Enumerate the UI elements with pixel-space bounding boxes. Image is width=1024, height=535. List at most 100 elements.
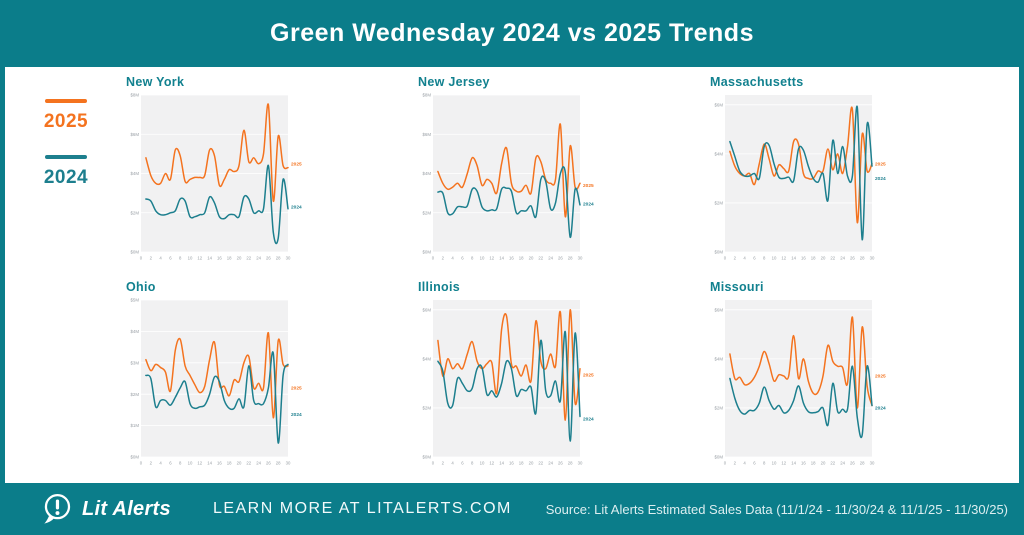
svg-text:$2M: $2M — [130, 392, 139, 397]
svg-text:$3M: $3M — [130, 360, 139, 365]
svg-text:30: 30 — [870, 461, 875, 466]
svg-text:12: 12 — [781, 461, 786, 466]
page-title: Green Wednesday 2024 vs 2025 Trends — [270, 19, 754, 47]
svg-text:8: 8 — [471, 256, 474, 261]
footer-brand: Lit Alerts — [40, 492, 171, 526]
svg-text:12: 12 — [197, 461, 202, 466]
svg-text:20: 20 — [237, 461, 242, 466]
svg-text:20: 20 — [237, 256, 242, 261]
svg-text:26: 26 — [850, 461, 855, 466]
svg-text:6: 6 — [461, 256, 464, 261]
svg-text:18: 18 — [227, 461, 232, 466]
svg-text:18: 18 — [811, 461, 816, 466]
svg-text:4: 4 — [451, 461, 454, 466]
svg-text:$4M: $4M — [422, 171, 431, 176]
chart-illinois: Illinois $0M $2M $4M $6M 0 2 4 6 8 10 12 14 16 18 20 22… — [418, 280, 606, 469]
svg-text:30: 30 — [578, 256, 583, 261]
chart-missouri: Missouri $0M $2M $4M $6M 0 2 4 6 8 10 12 14 16 18 20 22… — [710, 280, 898, 469]
svg-text:$0M: $0M — [130, 455, 139, 460]
header-bar: Green Wednesday 2024 vs 2025 Trends — [0, 0, 1024, 67]
chart-new-york: New York $0M $2M $4M $6M $8M 0 2 4 6 8 10 12 14 16 18 2… — [126, 75, 314, 264]
svg-text:22: 22 — [830, 461, 835, 466]
svg-text:16: 16 — [509, 461, 514, 466]
svg-text:8: 8 — [471, 461, 474, 466]
svg-text:$6M: $6M — [714, 307, 723, 312]
chart-title: New York — [126, 75, 185, 89]
svg-text:20: 20 — [821, 461, 826, 466]
svg-text:$0M: $0M — [422, 455, 431, 460]
legend-swatch-2024 — [45, 155, 87, 159]
charts-grid: New York $0M $2M $4M $6M $8M 0 2 4 6 8 10 12 14 16 18 2… — [126, 75, 898, 469]
line-chart-illinois: $0M$2M$4M$6M0 2 4 6 8 10 12 14 16 18 20 22 24 26 28 302… — [422, 300, 594, 466]
svg-text:$0M: $0M — [422, 250, 431, 255]
content-panel: 2025 2024 New York $0M $2M $4M $6M $8M 0 2 4 6 8 1… — [5, 67, 1019, 483]
svg-text:6: 6 — [169, 256, 172, 261]
svg-text:4: 4 — [743, 256, 746, 261]
svg-text:$8M: $8M — [130, 93, 139, 98]
svg-text:26: 26 — [558, 256, 563, 261]
svg-text:22: 22 — [538, 256, 543, 261]
chart-title: Missouri — [710, 280, 764, 294]
svg-text:2024: 2024 — [875, 176, 886, 182]
svg-text:14: 14 — [791, 256, 796, 261]
legend-item-2024: 2024 — [35, 155, 97, 189]
svg-text:2025: 2025 — [583, 372, 594, 378]
svg-text:10: 10 — [772, 256, 777, 261]
line-chart-missouri: $0M$2M$4M$6M0 2 4 6 8 10 12 14 16 18 20 22 24 26 28 302… — [714, 300, 886, 466]
svg-text:20: 20 — [529, 461, 534, 466]
svg-text:12: 12 — [197, 256, 202, 261]
svg-text:8: 8 — [179, 461, 182, 466]
svg-text:$4M: $4M — [130, 171, 139, 176]
svg-text:28: 28 — [276, 461, 281, 466]
svg-text:14: 14 — [207, 256, 212, 261]
svg-text:2024: 2024 — [583, 202, 594, 208]
svg-text:0: 0 — [724, 256, 727, 261]
chart-title: New Jersey — [418, 75, 490, 89]
svg-text:24: 24 — [256, 256, 261, 261]
svg-text:30: 30 — [578, 461, 583, 466]
svg-text:$2M: $2M — [422, 210, 431, 215]
svg-text:4: 4 — [451, 256, 454, 261]
svg-text:$6M: $6M — [130, 132, 139, 137]
svg-text:2: 2 — [150, 256, 153, 261]
svg-text:14: 14 — [207, 461, 212, 466]
svg-text:2: 2 — [150, 461, 153, 466]
svg-text:16: 16 — [217, 256, 222, 261]
svg-text:26: 26 — [266, 461, 271, 466]
svg-text:18: 18 — [519, 461, 524, 466]
svg-text:18: 18 — [519, 256, 524, 261]
svg-text:10: 10 — [188, 256, 193, 261]
svg-text:24: 24 — [840, 256, 845, 261]
line-chart-ohio: $0M$1M$2M$3M$4M$5M0 2 4 6 8 10 12 14 16 18 20 22 24 2… — [130, 298, 302, 466]
svg-text:$4M: $4M — [714, 151, 723, 156]
svg-text:30: 30 — [286, 256, 291, 261]
line-chart-massachusetts: $0M$2M$4M$6M0 2 4 6 8 10 12 14 16 18 20 22 24 26 28 302… — [714, 95, 886, 261]
brand-name: Lit Alerts — [82, 497, 171, 520]
lit-alerts-logo-icon — [44, 493, 71, 524]
svg-text:20: 20 — [529, 256, 534, 261]
svg-text:22: 22 — [830, 256, 835, 261]
svg-text:$2M: $2M — [130, 210, 139, 215]
svg-text:$4M: $4M — [130, 329, 139, 334]
svg-text:22: 22 — [246, 461, 251, 466]
svg-text:8: 8 — [763, 461, 766, 466]
svg-text:2: 2 — [442, 256, 445, 261]
footer-bar: Lit Alerts LEARN MORE AT LITALERTS.COM S… — [0, 483, 1024, 535]
svg-text:2024: 2024 — [291, 204, 302, 210]
chart-title: Massachusetts — [710, 75, 804, 89]
svg-text:28: 28 — [860, 256, 865, 261]
chart-title: Ohio — [126, 280, 156, 294]
svg-text:2025: 2025 — [875, 374, 886, 380]
svg-text:22: 22 — [246, 256, 251, 261]
svg-text:18: 18 — [811, 256, 816, 261]
chart-ohio: Ohio $0M $1M $2M $3M $4M $5M 0 2 4 6 8 10 12 14 16 18 20… — [126, 280, 314, 469]
svg-text:14: 14 — [499, 461, 504, 466]
svg-text:2025: 2025 — [583, 183, 594, 189]
legend-swatch-2025 — [45, 99, 87, 103]
svg-text:24: 24 — [840, 461, 845, 466]
svg-text:2025: 2025 — [875, 161, 886, 167]
svg-text:2024: 2024 — [291, 412, 302, 418]
svg-text:28: 28 — [276, 256, 281, 261]
svg-text:16: 16 — [801, 461, 806, 466]
chart-title: Illinois — [418, 280, 460, 294]
